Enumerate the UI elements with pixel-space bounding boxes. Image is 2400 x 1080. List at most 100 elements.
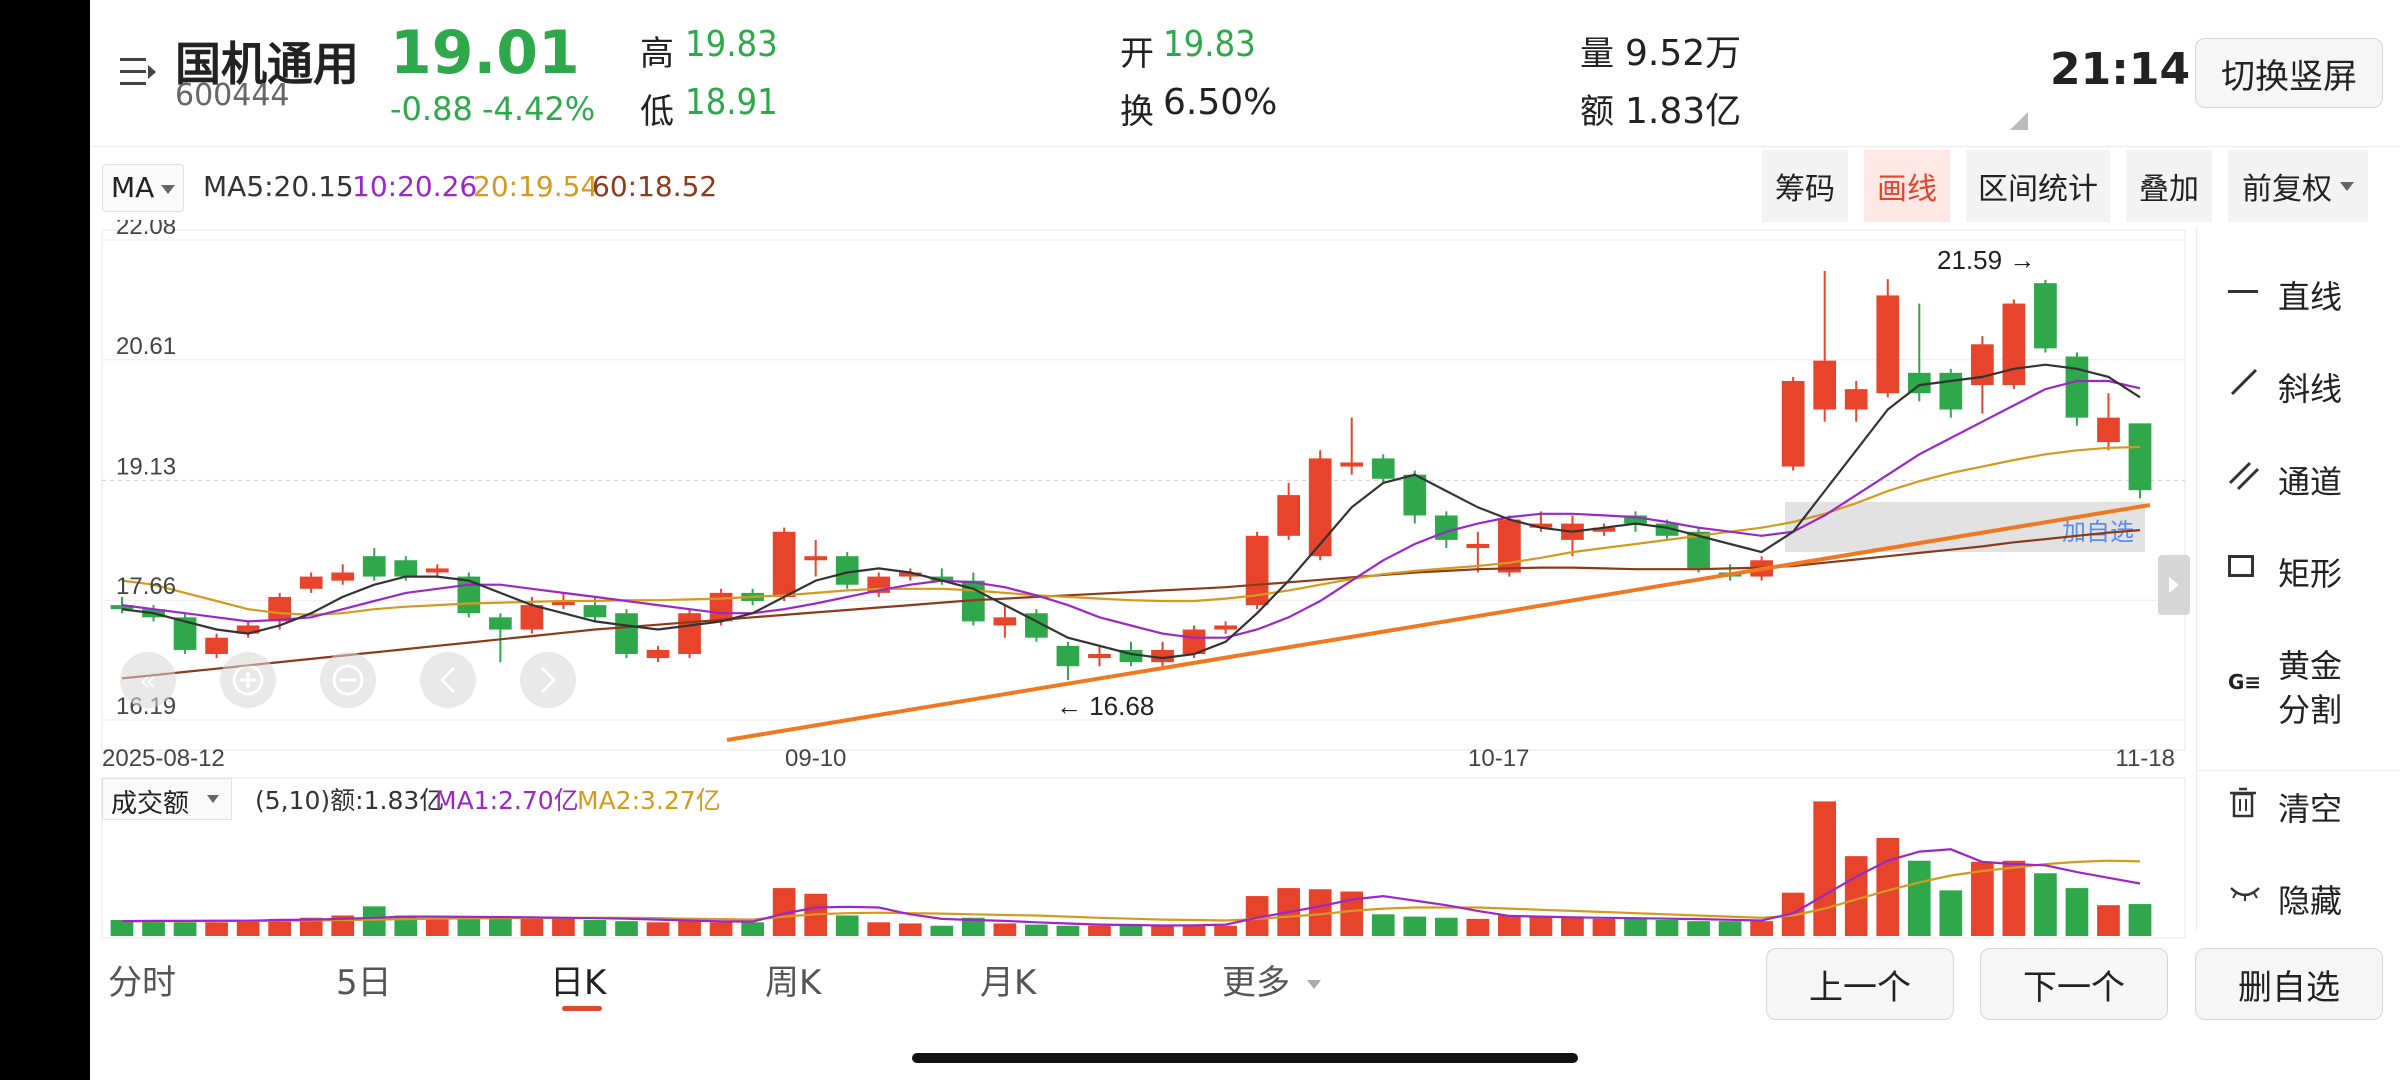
volume-bar	[1245, 896, 1269, 936]
screen-edge	[0, 0, 90, 1080]
high-price-marker: 21.59 →	[1937, 245, 2035, 275]
tool-label: 清空	[2278, 790, 2343, 828]
open-value: 19.83	[1163, 24, 1256, 65]
amount-label: 额	[1580, 92, 1614, 132]
volume-bar	[930, 925, 954, 936]
ma20-value: 20:19.54	[473, 170, 599, 203]
volume-bar	[394, 915, 418, 936]
low-value: 18.91	[685, 82, 778, 123]
candle-body	[1371, 458, 1395, 479]
range-stats-button[interactable]: 区间统计	[1966, 150, 2110, 222]
ma10-line	[121, 379, 2141, 639]
tab-intraday[interactable]: 分时	[108, 963, 176, 1003]
switch-portrait-button[interactable]: 切换竖屏	[2195, 38, 2383, 108]
scroll-right-glyph	[540, 666, 557, 694]
volume-bar	[1056, 925, 1080, 936]
golden-ratio-icon: G≡	[2228, 670, 2262, 694]
scroll-left-glyph	[439, 666, 456, 694]
tools-divider	[2196, 770, 2400, 771]
candle-body	[1056, 645, 1080, 667]
volume-bar	[615, 921, 638, 936]
remove-watchlist-button[interactable]: 删自选	[2195, 948, 2383, 1020]
tab-5day[interactable]: 5日	[336, 963, 392, 1003]
active-tab-indicator	[562, 1006, 602, 1011]
adjust-price-selector[interactable]: 前复权	[2228, 150, 2368, 222]
trend-line[interactable]	[726, 503, 2151, 742]
volume-bar	[362, 906, 386, 936]
add-watch-overlay-bg[interactable]	[1785, 502, 2145, 552]
candle-body	[646, 649, 670, 659]
scroll-right-icon[interactable]	[520, 652, 576, 708]
menu-icon[interactable]	[120, 58, 156, 88]
chips-button[interactable]: 筹码	[1762, 150, 1848, 222]
ma-selector[interactable]: MA	[102, 164, 184, 212]
volume-label: 量	[1580, 34, 1614, 74]
tab-more[interactable]: 更多	[1222, 955, 1321, 1004]
volume-bar	[173, 922, 197, 936]
turnover-label: 换	[1120, 92, 1154, 132]
zoom-in-ring	[232, 664, 264, 696]
candle-body	[772, 531, 796, 597]
volume-bar	[2097, 905, 2120, 936]
ma5-value: MA5:20.15	[203, 170, 354, 203]
price-change-pct: -4.42%	[482, 90, 596, 128]
candle-body	[1844, 389, 1868, 410]
candle-body	[1434, 515, 1458, 540]
rewind-icon[interactable]	[120, 652, 176, 708]
draw-line-button[interactable]: 画线	[1864, 150, 1950, 222]
chevron-down-icon	[1306, 980, 1321, 989]
scroll-left-icon[interactable]	[420, 652, 476, 708]
tab-daily-k[interactable]: 日K	[550, 963, 607, 1003]
high-value: 19.83	[685, 24, 778, 65]
next-stock-button[interactable]: 下一个	[1980, 948, 2168, 1020]
candle-body	[331, 572, 355, 581]
volume-summary: (5,10)额:1.83亿	[255, 786, 445, 815]
x-tick-label: 2025-08-12	[102, 745, 225, 772]
candle-body	[615, 613, 638, 654]
price-grid	[102, 239, 2185, 721]
candle-body	[1592, 527, 1616, 532]
volume-bars	[110, 801, 2152, 936]
candle-body	[1182, 629, 1206, 654]
drawing-tools-panel	[2196, 228, 2400, 930]
low-price-marker: ← 16.68	[1056, 691, 1154, 721]
y-tick-label: 20.61	[116, 333, 176, 360]
candle-body	[583, 605, 607, 618]
volume-bar	[835, 915, 859, 936]
volume-bar	[709, 922, 733, 936]
volume-bar	[678, 921, 701, 936]
amount-ma1-line	[121, 848, 2141, 927]
y-tick-label: 19.13	[116, 453, 176, 480]
volume-bar	[236, 921, 260, 936]
tab-monthly-k[interactable]: 月K	[980, 963, 1037, 1003]
volume-bar	[2065, 888, 2089, 936]
volume-bar	[1750, 921, 1773, 936]
candle-body	[1781, 380, 1805, 467]
previous-stock-button[interactable]: 上一个	[1766, 948, 1954, 1020]
stock-code: 600444	[175, 78, 290, 113]
ma60-line	[121, 529, 2141, 680]
tab-weekly-k[interactable]: 周K	[765, 963, 822, 1003]
volume-selector[interactable]: 成交额	[102, 778, 232, 820]
volume-bar	[457, 917, 481, 936]
overlay-button[interactable]: 叠加	[2126, 150, 2212, 222]
volume-bar	[1182, 924, 1206, 936]
expand-panel-handle[interactable]	[2158, 555, 2190, 615]
volume-bar	[1907, 860, 1931, 936]
volume-bar	[772, 888, 796, 936]
volume-bar	[552, 918, 575, 936]
volume-bar	[1308, 889, 1332, 936]
candle-body	[236, 625, 260, 634]
volume-bar	[1592, 918, 1616, 936]
volume-bar	[1403, 916, 1427, 936]
stock-name: 国机通用	[175, 37, 359, 91]
candle-body	[1939, 372, 1963, 410]
volume-bar	[1655, 920, 1679, 936]
x-axis-labels: 2025-08-12 09-10 10-17 11-18	[102, 745, 2175, 772]
volume-bar	[2128, 904, 2152, 936]
diagonal-line-icon	[2230, 368, 2258, 396]
volume-ma2: MA2:3.27亿	[577, 786, 721, 815]
volume-chart-frame	[101, 777, 2186, 939]
